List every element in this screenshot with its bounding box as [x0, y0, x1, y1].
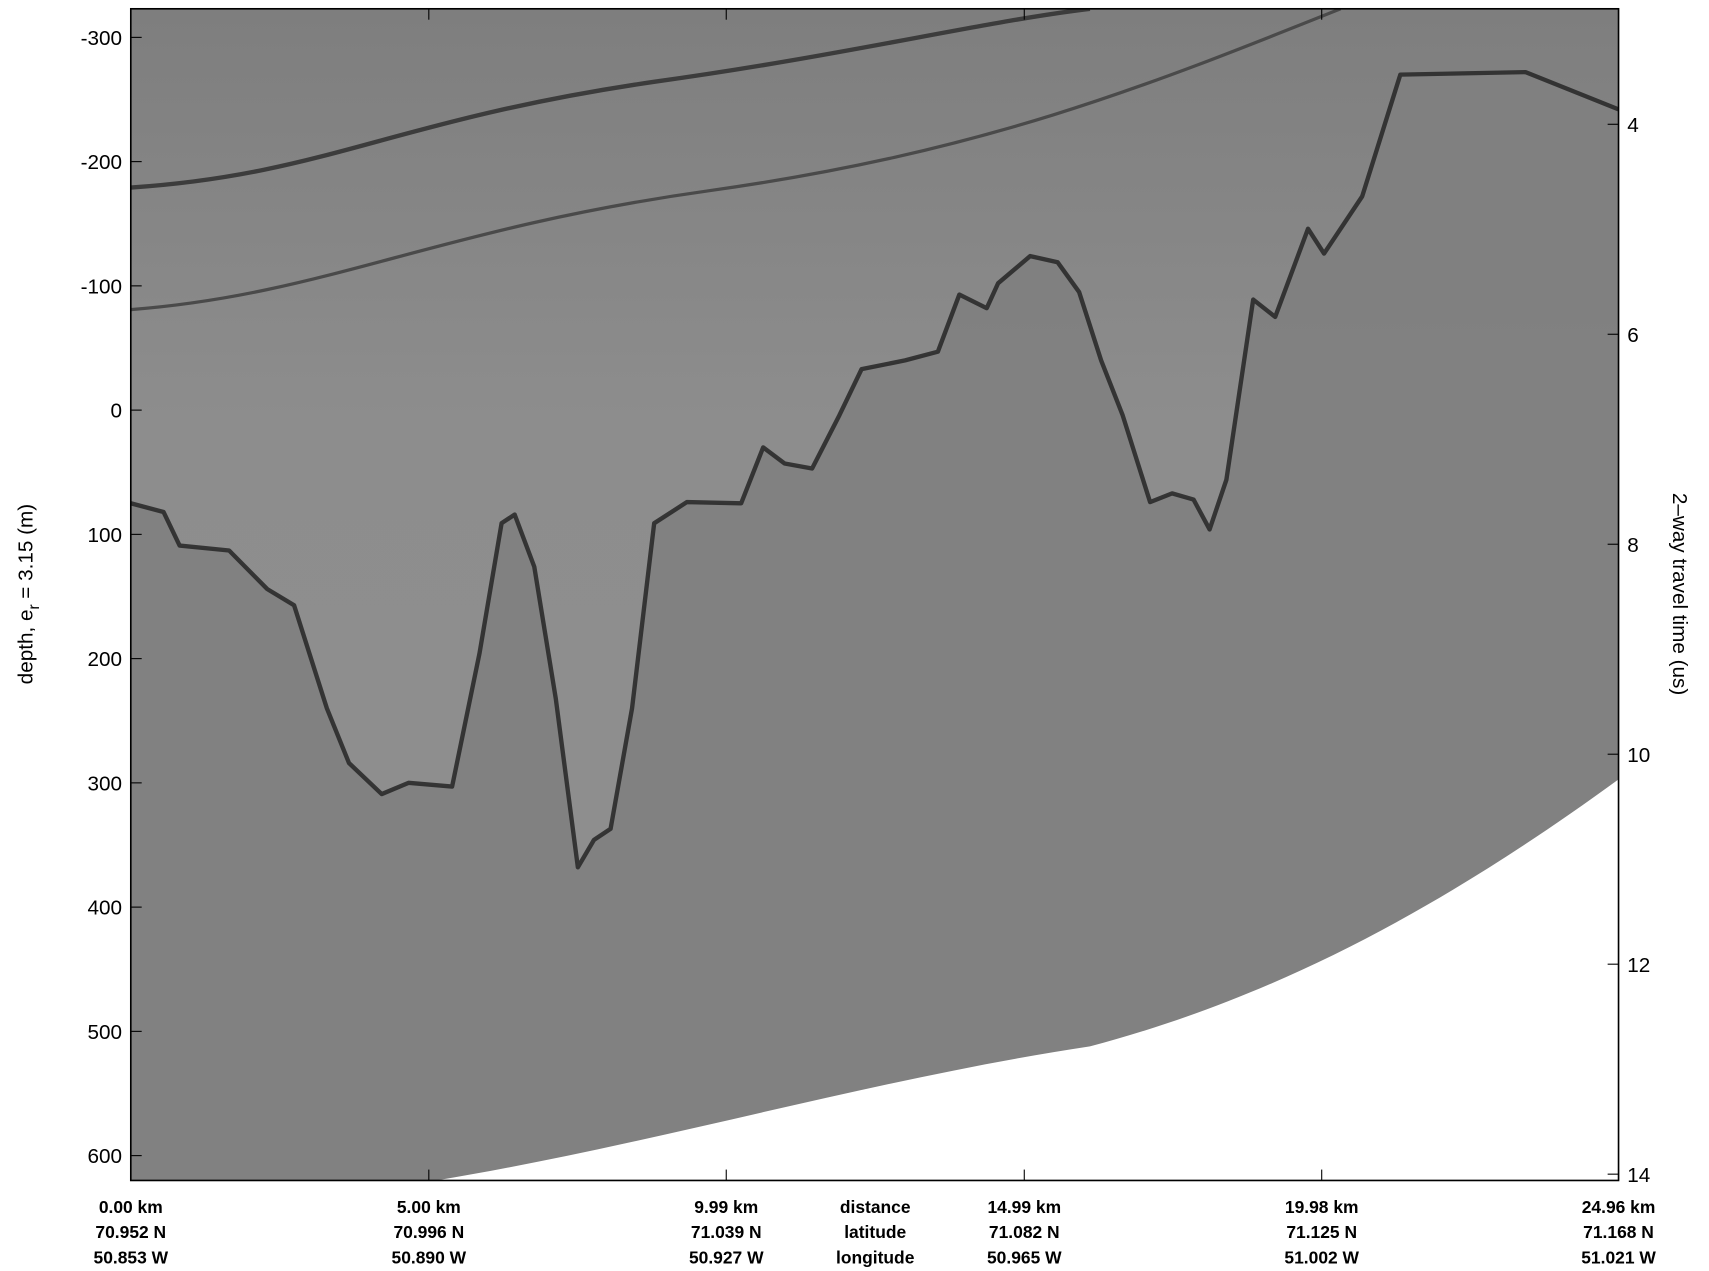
x-tick-label: 19.98 km: [1285, 1197, 1359, 1217]
layer: [130, 8, 1342, 312]
latitude-label: 71.168 N: [1583, 1222, 1654, 1242]
longitude-label: 50.890 W: [392, 1247, 467, 1267]
y-tick-label: -200: [81, 151, 122, 174]
y2-tick-label: 6: [1627, 324, 1639, 347]
x-tick-label: 9.99 km: [694, 1197, 758, 1217]
echogram: [130, 8, 1619, 1181]
longitude-label: 51.021 W: [1581, 1247, 1656, 1267]
bed-line: [130, 69, 1619, 870]
y2-tick-label: 14: [1627, 1164, 1650, 1187]
x-tick-label: 5.00 km: [397, 1197, 461, 1217]
y-tick-label: 300: [88, 772, 123, 795]
latitude-label: 71.039 N: [691, 1222, 762, 1242]
y-tick-label: -300: [81, 27, 122, 50]
x-tick-label: 14.99 km: [987, 1197, 1061, 1217]
y-tick-label: 400: [88, 897, 123, 920]
x-axis-label: longitude: [836, 1247, 915, 1267]
y-tick-label: 0: [111, 400, 123, 423]
x-axis-label: latitude: [844, 1222, 906, 1242]
x-tick-label: 24.96 km: [1582, 1197, 1656, 1217]
y-axis-label: depth, er = 3.15 (m): [15, 504, 44, 684]
y2-tick-label: 12: [1627, 954, 1650, 977]
y2-tick-label: 8: [1627, 534, 1639, 557]
y-label-part: depth, e: [15, 610, 38, 685]
plot-frame: [129, 7, 1620, 1182]
y-tick-label: 100: [88, 524, 123, 547]
layer: [130, 8, 1091, 190]
y-tick-label: 600: [88, 1145, 123, 1168]
y-tick-label: -100: [81, 275, 122, 298]
longitude-label: 50.927 W: [689, 1247, 764, 1267]
x-tick-label: 0.00 km: [99, 1197, 163, 1217]
y2-tick-label: 10: [1627, 744, 1650, 767]
x-axis-label: distance: [840, 1197, 911, 1217]
latitude-label: 71.082 N: [989, 1222, 1060, 1242]
longitude-label: 51.002 W: [1284, 1247, 1359, 1267]
no-data: [435, 779, 1619, 1181]
y-label-part: = 3.15 (m): [15, 504, 38, 605]
longitude-label: 50.853 W: [94, 1247, 169, 1267]
latitude-label: 70.996 N: [393, 1222, 464, 1242]
y-label-sub: r: [26, 604, 43, 609]
latitude-label: 70.952 N: [95, 1222, 166, 1242]
longitude-label: 50.965 W: [987, 1247, 1062, 1267]
y-tick-label: 500: [88, 1021, 123, 1044]
y-tick-label: 200: [88, 648, 123, 671]
y2-tick-label: 4: [1627, 114, 1639, 137]
y2-axis-label: 2–way travel time (us): [1668, 493, 1691, 695]
latitude-label: 71.125 N: [1286, 1222, 1357, 1242]
